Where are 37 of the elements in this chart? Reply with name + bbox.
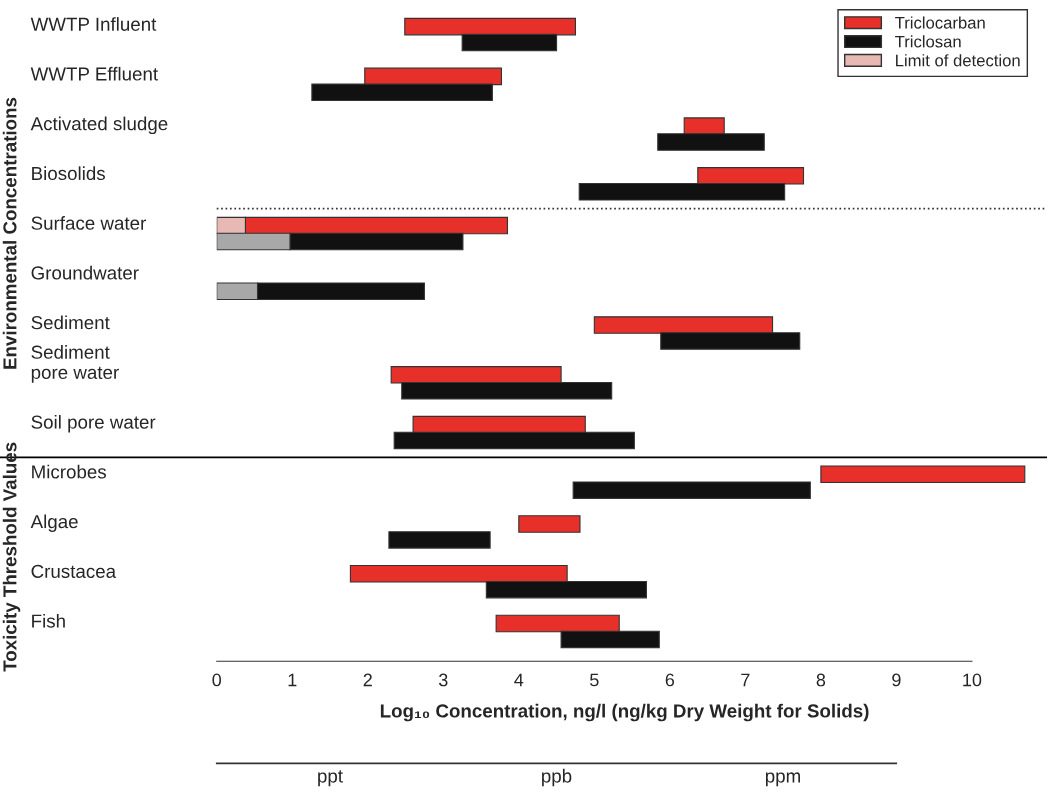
x-tick-label: 0 [212,673,222,687]
x-tick-label: 3 [438,673,448,687]
x-tick-label: 4 [514,673,524,687]
y-tick-label: Activated sludge [30,116,168,135]
bar [572,481,811,499]
legend-label: Limit of detection [896,54,1020,67]
x-tick-label: 10 [963,673,982,687]
y-tick-label: Algae [30,514,78,532]
x-axis-title: Log₁₀ Concentration, ng/l (ng/kg Dry Weight for Solids) [380,703,869,722]
y-tick-label: Fish [32,613,65,628]
x-tick-label: 8 [816,673,826,687]
y-tick-label: WWTP Effluent [30,66,158,81]
y-tick-label: Sediment pore water [31,345,119,383]
y-tick-label: Biosolids [32,166,105,181]
x-tick-label: 1 [288,673,297,687]
y-tick-label: Microbes [32,464,106,479]
text: Toxicity Threshold Values [2,442,21,672]
y-tick-label: WWTP Influent [30,17,157,31]
x-tick-label: 7 [741,673,750,687]
x-tick-label: 6 [665,673,675,687]
bar [820,465,1026,484]
y-tick-label: Sediment [31,315,110,330]
x-tick-label: 5 [590,673,599,687]
x-tick-label: 9 [892,673,901,687]
y-tick-label: Soil pore water [31,415,156,433]
y-tick-label: Groundwater [31,265,139,280]
legend-label: Triclosan [895,35,961,48]
y-tick-label: Surface water [31,216,146,230]
y-tick-label: Crustacea [31,564,117,578]
text: Environmental Concentrations [2,97,17,369]
category-label: ppm [765,772,800,787]
category-label: ppt [318,770,343,787]
category-label: ppb [542,768,572,787]
legend-label: Triclocarban [895,16,985,29]
bar [388,531,491,549]
x-tick-label: 2 [363,673,372,687]
bar [518,515,581,533]
